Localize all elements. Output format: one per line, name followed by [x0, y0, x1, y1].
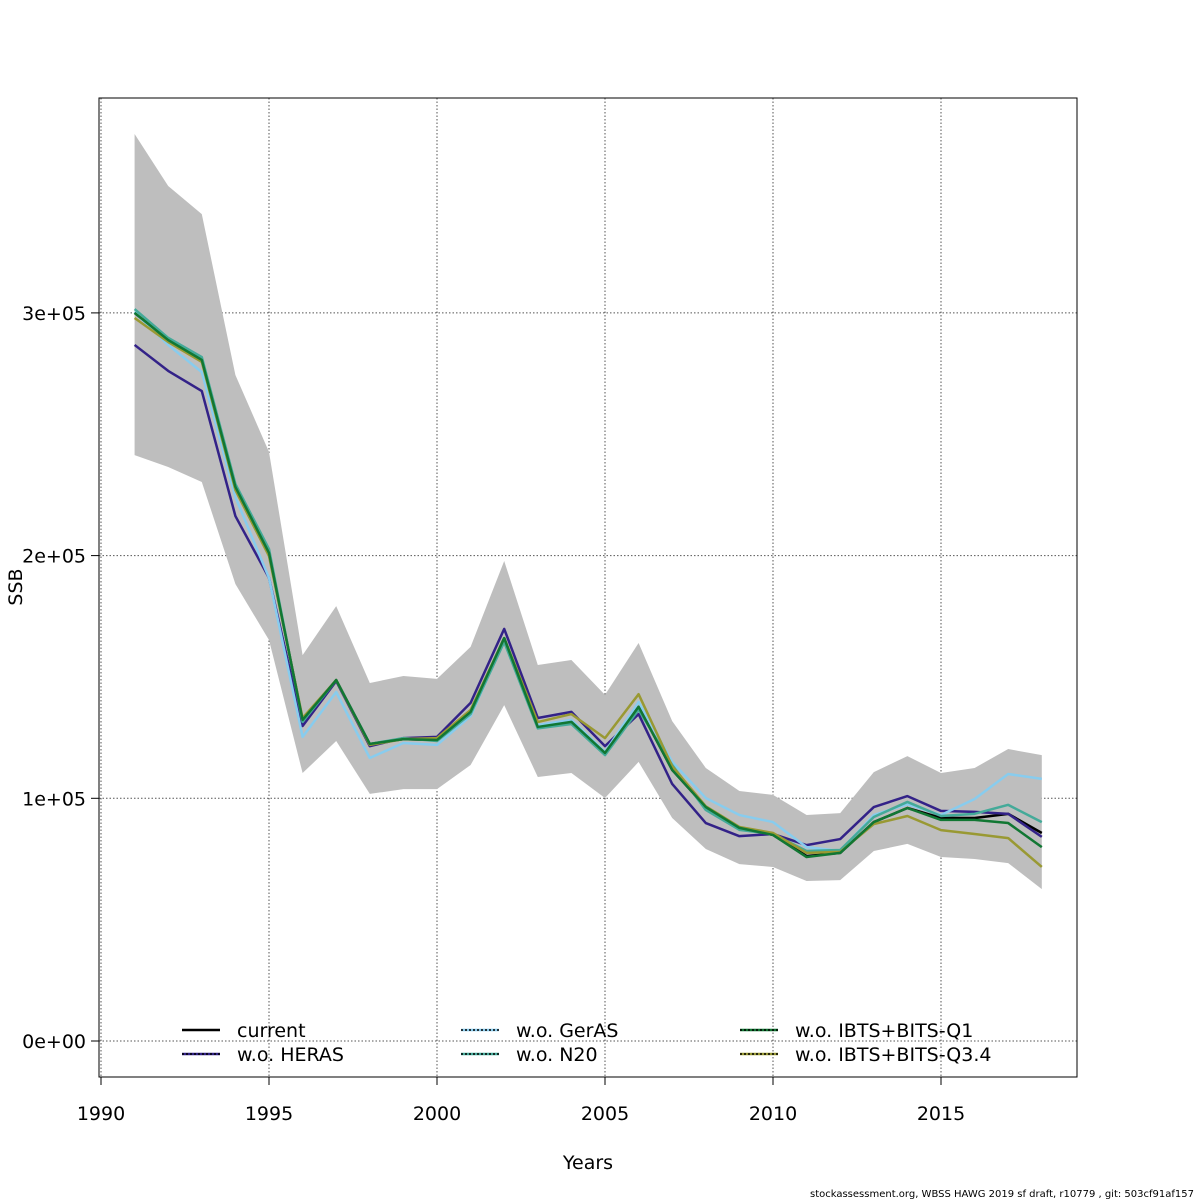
- x-tick-label: 2000: [413, 1103, 461, 1125]
- legend-label: w.o. IBTS+BITS-Q1: [795, 1020, 973, 1042]
- x-tick-label: 2005: [581, 1103, 629, 1125]
- legend-label: w.o. HERAS: [237, 1044, 344, 1066]
- x-axis: 1990 1995 2000 2005 2010 2015: [77, 1076, 965, 1125]
- confidence-band: [134, 134, 1042, 890]
- legend-item: w.o. N20: [461, 1044, 598, 1066]
- x-tick-label: 2010: [749, 1103, 797, 1125]
- grid: [99, 98, 1077, 1077]
- y-tick-label: 2e+05: [22, 546, 86, 568]
- x-tick-label: 1995: [245, 1103, 293, 1125]
- legend-item: w.o. IBTS+BITS-Q1: [740, 1020, 973, 1042]
- y-tick-label: 0e+00: [22, 1031, 86, 1053]
- y-tick-label: 3e+05: [22, 303, 86, 325]
- legend-label: w.o. GerAS: [516, 1020, 619, 1042]
- series-line-4: [133, 311, 1043, 859]
- y-axis: 0e+00 1e+05 2e+05 3e+05: [22, 303, 99, 1053]
- legend-item: w.o. IBTS+BITS-Q3.4: [740, 1044, 991, 1066]
- footer-text: stockassessment.org, WBSS HAWG 2019 sf d…: [810, 1189, 1194, 1200]
- series-lines: [133, 308, 1043, 868]
- x-axis-label: Years: [562, 1152, 613, 1174]
- legend-item: w.o. HERAS: [182, 1044, 344, 1066]
- x-tick-label: 1990: [77, 1103, 125, 1125]
- x-tick-label: 2015: [917, 1103, 965, 1125]
- legend-label: current: [237, 1020, 306, 1042]
- legend-label: w.o. IBTS+BITS-Q3.4: [795, 1044, 991, 1066]
- legend-item: current: [182, 1020, 306, 1042]
- legend-label: w.o. N20: [516, 1044, 598, 1066]
- y-tick-label: 1e+05: [22, 788, 86, 810]
- y-axis-label: SSB: [5, 568, 27, 605]
- legend-item: w.o. GerAS: [461, 1020, 619, 1042]
